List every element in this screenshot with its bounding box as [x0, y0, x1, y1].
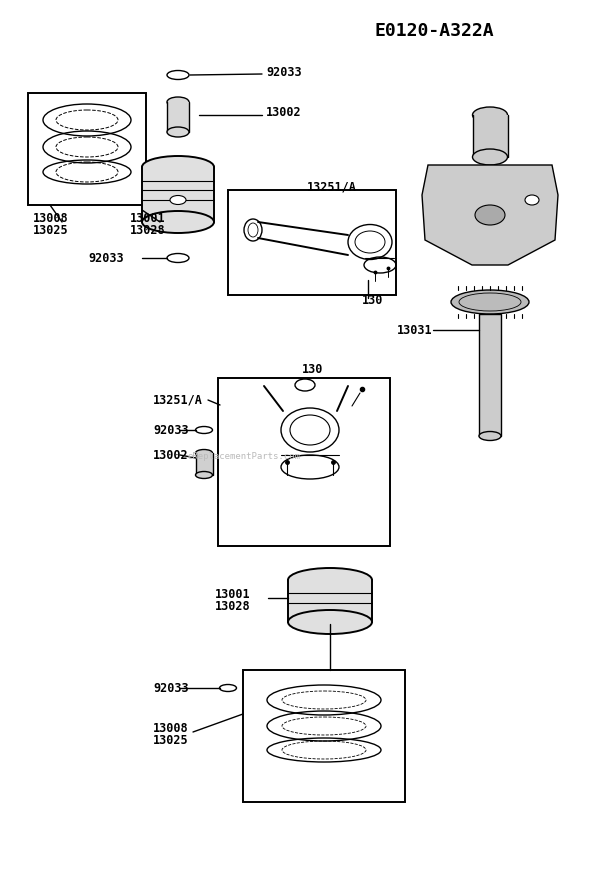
Text: 13008: 13008 [153, 721, 189, 734]
Text: 92033: 92033 [153, 424, 189, 437]
Text: 130: 130 [302, 363, 323, 376]
Ellipse shape [288, 568, 372, 592]
Text: 92033: 92033 [153, 682, 189, 694]
Text: 13001: 13001 [130, 212, 166, 224]
Text: 13008: 13008 [33, 212, 68, 224]
Text: E0120-A322A: E0120-A322A [375, 22, 494, 40]
Text: eReplacementParts.com: eReplacementParts.com [188, 452, 301, 460]
Bar [167, 102, 189, 132]
Bar [196, 453, 213, 475]
Ellipse shape [167, 97, 189, 107]
Ellipse shape [479, 432, 501, 440]
Text: 13031: 13031 [396, 324, 432, 337]
Polygon shape [422, 165, 558, 265]
Bar [288, 580, 372, 622]
Ellipse shape [473, 149, 507, 165]
Bar [28, 93, 146, 205]
Bar [473, 115, 508, 157]
Text: 130: 130 [362, 294, 384, 306]
Text: 92033: 92033 [88, 251, 124, 264]
Ellipse shape [451, 290, 529, 314]
Text: 13025: 13025 [33, 223, 68, 236]
Bar [142, 167, 214, 222]
Text: 13001: 13001 [215, 588, 251, 601]
Ellipse shape [525, 195, 539, 205]
Text: 13251/A: 13251/A [307, 181, 357, 194]
Text: 13002: 13002 [266, 106, 301, 119]
Text: 13028: 13028 [215, 600, 251, 612]
Text: 13251/A: 13251/A [153, 393, 203, 406]
Ellipse shape [142, 156, 214, 178]
Text: 13028: 13028 [130, 223, 166, 236]
Bar [228, 190, 396, 295]
Ellipse shape [459, 293, 521, 311]
Text: 13002: 13002 [153, 448, 189, 461]
Text: 92033: 92033 [266, 65, 301, 78]
Ellipse shape [475, 205, 505, 225]
Ellipse shape [473, 107, 507, 123]
Bar [243, 670, 405, 802]
Bar [218, 378, 390, 546]
Ellipse shape [142, 211, 214, 233]
Ellipse shape [195, 472, 212, 479]
Text: 13025: 13025 [153, 733, 189, 746]
Bar [479, 314, 501, 436]
Ellipse shape [195, 449, 212, 457]
Ellipse shape [167, 127, 189, 137]
Ellipse shape [170, 195, 186, 205]
Ellipse shape [288, 610, 372, 634]
